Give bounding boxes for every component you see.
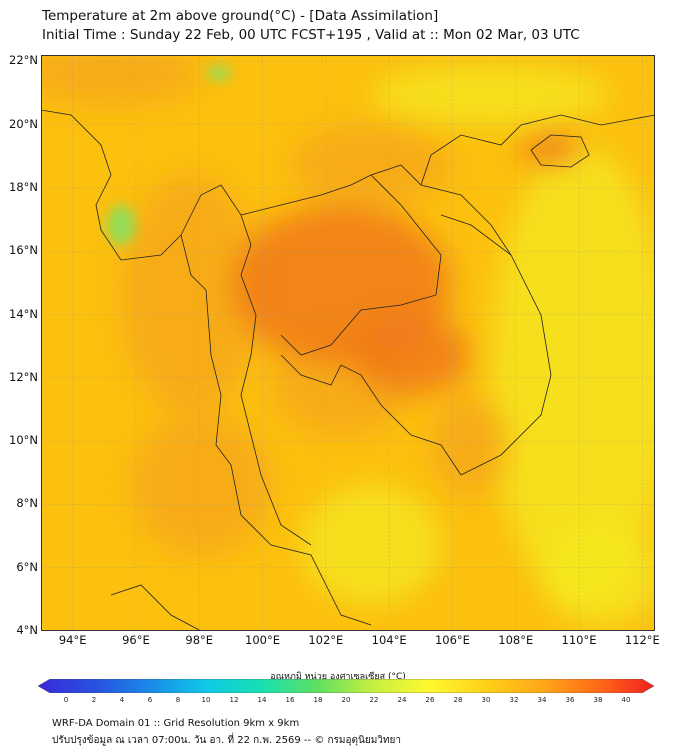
colorbar-tick-label: 24 (397, 696, 407, 704)
colorbar-tick-label: 30 (481, 696, 491, 704)
malay-peninsula (240, 354, 312, 546)
lon-label: 94°E (58, 633, 87, 647)
lon-label: 106°E (434, 633, 470, 647)
colorbar-tick-label: 14 (257, 696, 267, 704)
colorbar-tick-label: 6 (147, 696, 153, 704)
lat-label: 12°N (9, 369, 38, 384)
sea-cool-area-2 (541, 525, 655, 625)
vietnam-north-coast (420, 114, 655, 186)
hainan-hot-core (521, 132, 581, 168)
lat-label: 16°N (9, 243, 38, 258)
lon-label: 108°E (498, 633, 534, 647)
colorbar-tick-label: 40 (621, 696, 631, 704)
lon-label: 96°E (122, 633, 150, 647)
colorbar-bar (38, 679, 655, 693)
north-cold-spot (207, 66, 231, 80)
cambodia-hot-core (351, 315, 471, 395)
lat-label: 10°N (9, 433, 38, 448)
lon-label: 112°E (624, 633, 660, 647)
colorbar-tick-label: 0 (63, 696, 69, 704)
north-cool-area (371, 65, 611, 125)
chart-subtitle: Initial Time : Sunday 22 Feb, 00 UTC FCS… (42, 27, 580, 43)
cold-spots (107, 66, 231, 245)
lon-label: 102°E (308, 633, 344, 647)
myanmar-thai-border (180, 184, 257, 356)
lon-label: 104°E (371, 633, 407, 647)
colorbar (38, 679, 655, 693)
footer-update-info: ปรับปรุงข้อมูล ณ เวลา 07:00น. วัน อา. ที… (52, 735, 401, 746)
andaman-warm-area (131, 415, 271, 555)
colorbar-tick-label: 36 (565, 696, 575, 704)
lat-label: 14°N (9, 306, 38, 321)
colorbar-tick-label: 22 (369, 696, 379, 704)
lon-label: 98°E (185, 633, 214, 647)
lat-label: 8°N (16, 496, 38, 511)
lat-label: 22°N (9, 53, 38, 68)
laos-warm-area (291, 125, 451, 205)
colorbar-tick-label: 10 (201, 696, 211, 704)
gulf-coast (280, 214, 552, 476)
colorbar-tick-label: 2 (91, 696, 97, 704)
temperature-map[interactable] (41, 55, 655, 631)
colorbar-tick-label: 4 (119, 696, 125, 704)
lon-label: 110°E (561, 633, 597, 647)
colorbar-tick-label: 26 (425, 696, 435, 704)
colorbar-tick-label: 28 (453, 696, 463, 704)
map-canvas (41, 55, 655, 631)
myanmar-cold-spot (107, 205, 135, 245)
colorbar-tick-label: 8 (175, 696, 181, 704)
colorbar-tick-label: 34 (537, 696, 547, 704)
temperature-blobs (41, 55, 655, 625)
colorbar-title: อุณหภูมิ หน่วย องศาเซลเซียส (°C) (270, 672, 406, 682)
map-frame (41, 55, 655, 631)
gulf-cool-area (301, 485, 441, 605)
lat-label: 6°N (16, 559, 38, 574)
colorbar-tick-label: 38 (593, 696, 603, 704)
myanmar-warm-area (121, 175, 261, 415)
footer-model-info: WRF-DA Domain 01 :: Grid Resolution 9km … (52, 718, 300, 729)
hainan (530, 134, 590, 168)
lat-label: 18°N (9, 179, 38, 194)
colorbar-tick-label: 32 (509, 696, 519, 704)
sea-cool-area (491, 145, 655, 605)
mainland-outline (41, 109, 372, 626)
lat-label: 4°N (16, 623, 38, 637)
graticule (41, 55, 655, 631)
lat-label: 20°N (9, 116, 38, 131)
thailand-inner (240, 174, 442, 356)
coastlines-borders (41, 109, 655, 631)
north-warm-area (41, 55, 201, 105)
colorbar-tick-label: 16 (285, 696, 295, 704)
colorbar-tick-label: 18 (313, 696, 323, 704)
borneo-north (110, 584, 202, 631)
colorbar-tick-label: 20 (341, 696, 351, 704)
laos-vietnam (370, 164, 512, 256)
chart-title: Temperature at 2m above ground(°C) - [Da… (42, 8, 439, 24)
vietnam-warm-area (431, 395, 511, 495)
colorbar-tick-label: 12 (229, 696, 239, 704)
lon-label: 100°E (245, 633, 281, 647)
